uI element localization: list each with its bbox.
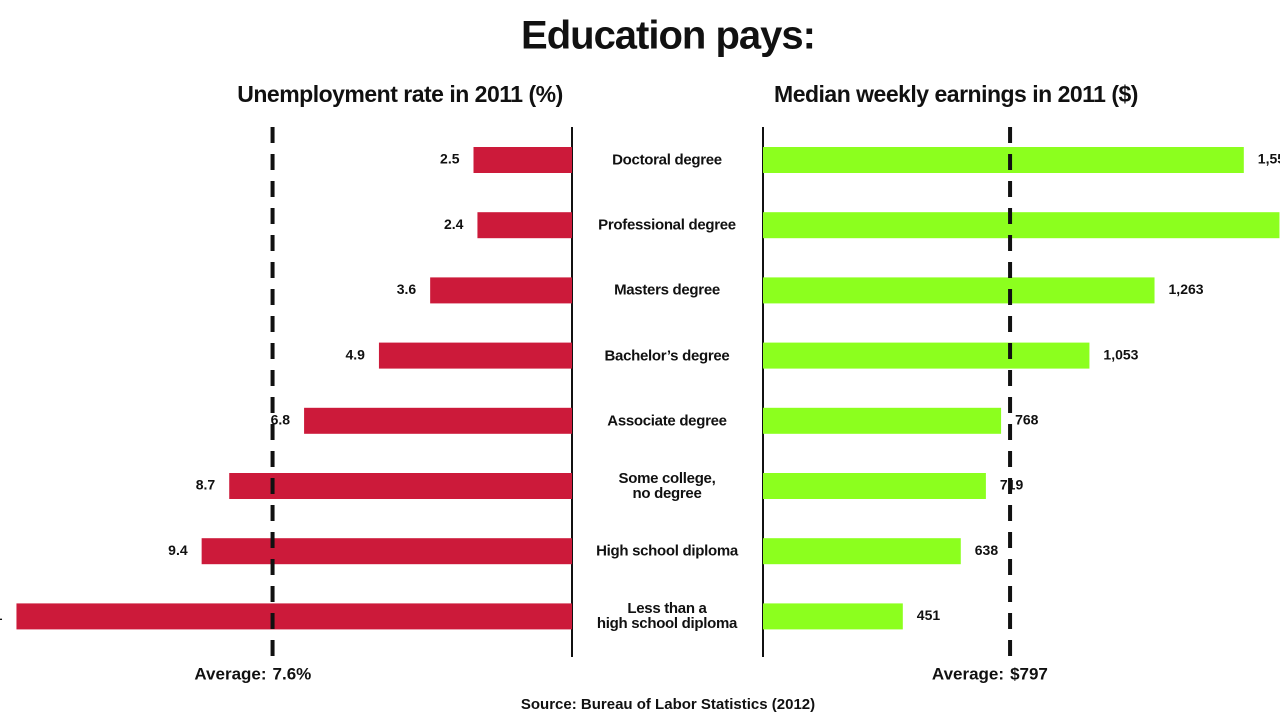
bar — [473, 147, 572, 173]
value-label: 1,551 — [1258, 151, 1280, 167]
bar — [763, 407, 1002, 434]
bar — [16, 603, 572, 630]
bar — [201, 538, 572, 565]
bar — [763, 342, 1090, 369]
panel-title: Median weekly earnings in 2011 ($) — [774, 81, 1138, 107]
bar — [763, 538, 961, 565]
bar — [430, 277, 572, 304]
value-label: 2.5 — [440, 151, 460, 167]
source: Source: Bureau of Labor Statistics (2012… — [521, 696, 815, 713]
value-label: 451 — [917, 607, 941, 623]
value-label: 8.7 — [196, 477, 216, 493]
average-label: 7.6% — [273, 664, 312, 683]
bar — [378, 342, 572, 369]
category-label: Associate degree — [607, 412, 727, 430]
chart-title: Education pays: — [521, 14, 815, 58]
value-label: 6.8 — [271, 412, 291, 428]
category-label: Bachelor’s degree — [604, 347, 730, 365]
bar — [229, 473, 572, 499]
category-label: Masters degree — [614, 281, 720, 299]
bar — [477, 212, 572, 239]
bar — [763, 473, 986, 499]
value-label: 2.4 — [444, 216, 464, 232]
average-text: Average: — [932, 664, 1004, 683]
bar — [763, 603, 903, 630]
value-label: 9.4 — [168, 542, 188, 558]
bar — [763, 147, 1244, 173]
value-label: 1,263 — [1169, 281, 1204, 297]
value-label: 4.9 — [345, 346, 365, 362]
bar — [763, 277, 1155, 304]
average-label: $797 — [1010, 664, 1048, 683]
value-label: 768 — [1015, 412, 1039, 428]
value-label: 638 — [975, 542, 999, 558]
panel-title: Unemployment rate in 2011 (%) — [237, 81, 563, 107]
category-label: Less than a high school diploma — [596, 600, 738, 633]
value-label: 14.1 — [0, 607, 3, 623]
value-label: 3.6 — [397, 281, 417, 297]
bar — [763, 212, 1280, 239]
category-label: Doctoral degree — [612, 151, 722, 169]
average-text: Average: — [194, 664, 266, 683]
value-label: 1,053 — [1103, 346, 1138, 362]
category-label: High school diploma — [596, 542, 738, 560]
bar — [304, 407, 572, 434]
category-label: Some college, no degree — [618, 470, 716, 502]
category-label: Professional degree — [598, 216, 736, 234]
